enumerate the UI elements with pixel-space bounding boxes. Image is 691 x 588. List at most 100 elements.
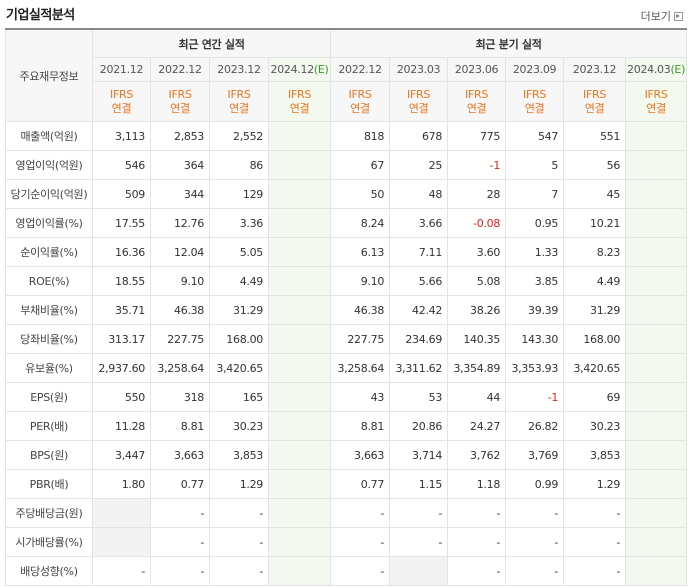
empty-cell <box>625 324 688 354</box>
empty-cell <box>267 527 332 557</box>
value-cell: 31.29 <box>563 295 627 325</box>
period-header: 2022.12 <box>150 57 210 82</box>
data-row: 주당배당금(원) - - - - - - - <box>5 498 688 528</box>
value-cell: 25 <box>389 150 449 180</box>
row-label: 당기순이익(억원) <box>5 179 93 209</box>
standard-header: IFRS 연결 <box>150 81 210 122</box>
basis: 연결 <box>524 101 545 115</box>
row-label: ROE(%) <box>5 266 93 296</box>
value-cell: 3,258.64 <box>150 353 210 383</box>
period-header: 2023.12 <box>563 57 627 82</box>
value-cell: 3,354.89 <box>447 353 507 383</box>
data-row: 매출액(억원) 3,113 2,853 2,552 818 678 775 547 551 <box>5 121 688 151</box>
value-cell: 67 <box>330 150 391 180</box>
value-cell: 35.71 <box>92 295 151 325</box>
value-cell: 0.77 <box>330 469 391 499</box>
value-cell: 2,552 <box>209 121 269 151</box>
period: 2022.12 <box>158 63 202 76</box>
empty-cell <box>625 411 688 441</box>
value-cell: 1.29 <box>563 469 627 499</box>
value-cell: 1.33 <box>505 237 565 267</box>
standard-header: IFRS 연결 <box>389 81 449 122</box>
row-label: 배당성향(%) <box>5 556 93 586</box>
row-label: 매출액(억원) <box>5 121 93 151</box>
estimate-mark: (E) <box>670 63 686 76</box>
value-cell: 3.85 <box>505 266 565 296</box>
standard: IFRS <box>407 87 431 101</box>
data-row: ROE(%) 18.55 9.10 4.49 9.10 5.66 5.08 3.85 4.49 <box>5 266 688 296</box>
value-cell: 17.55 <box>92 208 151 238</box>
empty-cell <box>267 150 332 180</box>
row-label: 주당배당금(원) <box>5 498 93 528</box>
value-cell: 3,769 <box>505 440 565 470</box>
empty-cell <box>267 382 332 412</box>
standard-header: IFRS 연결 <box>267 81 332 122</box>
row-label: 시가배당률(%) <box>5 527 93 557</box>
value-cell: 2,937.60 <box>92 353 151 383</box>
value-cell: - <box>505 527 565 557</box>
data-row: 영업이익(억원) 546 364 86 67 25 -1 5 56 <box>5 150 688 180</box>
value-cell: - <box>209 556 269 586</box>
value-cell: 165 <box>209 382 269 412</box>
value-cell: - <box>150 527 210 557</box>
value-cell: 30.23 <box>563 411 627 441</box>
value-cell: 3,663 <box>330 440 391 470</box>
data-row: PER(배) 11.28 8.81 30.23 8.81 20.86 24.27 26.82 3… <box>5 411 688 441</box>
value-cell: 4.49 <box>563 266 627 296</box>
value-cell: 26.82 <box>505 411 565 441</box>
standard-header: IFRS 연결 <box>330 81 391 122</box>
empty-cell <box>267 469 332 499</box>
basis: 연결 <box>289 101 310 115</box>
period-header: 2024.12(E) <box>267 57 332 82</box>
empty-cell <box>267 295 332 325</box>
label-header: 주요재무정보 <box>5 28 93 122</box>
value-cell: 5.66 <box>389 266 449 296</box>
standard-header: IFRS 연결 <box>505 81 565 122</box>
more-link[interactable]: 더보기 <box>641 8 683 24</box>
value-cell: 8.81 <box>150 411 210 441</box>
value-cell: 168.00 <box>563 324 627 354</box>
data-row: BPS(원) 3,447 3,663 3,853 3,663 3,714 3,762 3,76… <box>5 440 688 470</box>
row-label: BPS(원) <box>5 440 93 470</box>
value-cell: 3,420.65 <box>209 353 269 383</box>
value-cell: 8.23 <box>563 237 627 267</box>
data-row: PBR(배) 1.80 0.77 1.29 0.77 1.15 1.18 0.99 1.29 <box>5 469 688 499</box>
data-row: 유보율(%) 2,937.60 3,258.64 3,420.65 3,258.64 3,… <box>5 353 688 383</box>
value-cell: 318 <box>150 382 210 412</box>
value-cell: 46.38 <box>150 295 210 325</box>
empty-cell <box>625 498 688 528</box>
basis: 연결 <box>646 101 666 115</box>
value-cell: 3,447 <box>92 440 151 470</box>
standard-header: IFRS 연결 <box>563 81 627 122</box>
value-cell: - <box>150 556 210 586</box>
empty-cell <box>625 353 688 383</box>
period: 2023.09 <box>512 63 557 76</box>
empty-cell <box>625 150 688 180</box>
data-row: EPS(원) 550 318 165 43 53 44 -1 69 <box>5 382 688 412</box>
period: 2023.12 <box>572 63 617 76</box>
value-cell: 364 <box>150 150 210 180</box>
value-cell: - <box>209 527 269 557</box>
value-cell: 140.35 <box>447 324 507 354</box>
more-icon[interactable] <box>674 11 683 21</box>
value-cell: 20.86 <box>389 411 449 441</box>
group-header: 최근 분기 실적 <box>330 28 688 58</box>
value-cell: -1 <box>447 150 507 180</box>
period-header: 2021.12 <box>92 57 151 82</box>
value-cell: 5 <box>505 150 565 180</box>
value-cell: 551 <box>563 121 627 151</box>
more-label[interactable]: 더보기 <box>640 10 671 23</box>
group-header: 최근 연간 실적 <box>91 28 332 58</box>
standard: IFRS <box>348 87 372 101</box>
value-cell: 313.17 <box>92 324 151 354</box>
value-cell: - <box>389 527 449 557</box>
empty-cell <box>267 411 332 441</box>
value-cell: - <box>447 556 507 586</box>
period: 2023.06 <box>454 63 499 76</box>
empty-cell <box>625 469 688 499</box>
value-cell: 0.77 <box>150 469 210 499</box>
value-cell: 775 <box>447 121 507 151</box>
value-cell: 43 <box>330 382 391 412</box>
standard-row: IFRS 연결 IFRS 연결 IFRS 연결 IFRS 연결 IFRS 연결 IFRS 연결 IFRS… <box>6 81 688 122</box>
estimate-mark: (E) <box>313 63 329 76</box>
